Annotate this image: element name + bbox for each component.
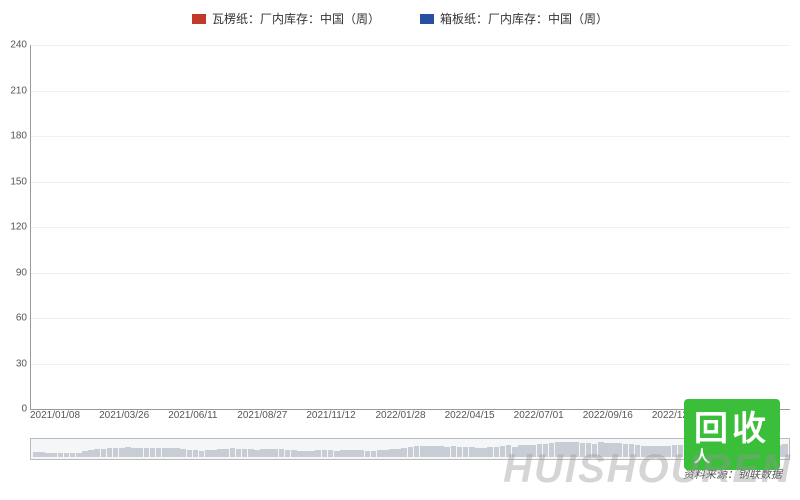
x-axis: 2021/01/082021/03/262021/06/112021/08/27… bbox=[30, 410, 790, 428]
legend-label: 瓦楞纸：厂内库存：中国（周） bbox=[212, 10, 380, 27]
x-tick-label: 2022/12/02 bbox=[652, 410, 721, 428]
legend-item-corrugated[interactable]: 瓦楞纸：厂内库存：中国（周） bbox=[192, 10, 380, 27]
x-tick-label: 2021/03/26 bbox=[99, 410, 168, 428]
brush-mini-bars bbox=[33, 441, 787, 457]
x-tick-label: 2022/01/28 bbox=[375, 410, 444, 428]
x-tick-label: 2022/09/16 bbox=[583, 410, 652, 428]
chart-legend: 瓦楞纸：厂内库存：中国（周） 箱板纸：厂内库存：中国（周） bbox=[0, 0, 800, 27]
x-tick-label: 2023/02/24 bbox=[721, 410, 790, 428]
legend-item-linerboard[interactable]: 箱板纸：厂内库存：中国（周） bbox=[420, 10, 608, 27]
x-tick-label: 2021/06/11 bbox=[168, 410, 237, 428]
x-tick-label: 2021/08/27 bbox=[237, 410, 306, 428]
legend-swatch bbox=[192, 14, 206, 24]
x-tick-label: 2022/07/01 bbox=[514, 410, 583, 428]
source-label: 资料来源：钢联数据 bbox=[683, 466, 782, 482]
y-tick-label: 90 bbox=[16, 267, 31, 278]
x-tick-label: 2021/01/08 bbox=[30, 410, 99, 428]
range-brush[interactable] bbox=[30, 438, 790, 460]
y-tick-label: 150 bbox=[10, 176, 31, 187]
bars bbox=[31, 45, 790, 409]
plot-area: 0306090120150180210240 bbox=[30, 45, 790, 410]
y-tick-label: 240 bbox=[10, 40, 31, 51]
x-tick-label: 2021/11/12 bbox=[306, 410, 375, 428]
y-tick-label: 180 bbox=[10, 131, 31, 142]
y-tick-label: 120 bbox=[10, 222, 31, 233]
x-tick-label: 2022/04/15 bbox=[445, 410, 514, 428]
y-tick-label: 30 bbox=[16, 358, 31, 369]
y-tick-label: 60 bbox=[16, 313, 31, 324]
legend-swatch bbox=[420, 14, 434, 24]
chart-container: 瓦楞纸：厂内库存：中国（周） 箱板纸：厂内库存：中国（周） 0306090120… bbox=[0, 0, 800, 500]
y-tick-label: 210 bbox=[10, 85, 31, 96]
legend-label: 箱板纸：厂内库存：中国（周） bbox=[440, 10, 608, 27]
